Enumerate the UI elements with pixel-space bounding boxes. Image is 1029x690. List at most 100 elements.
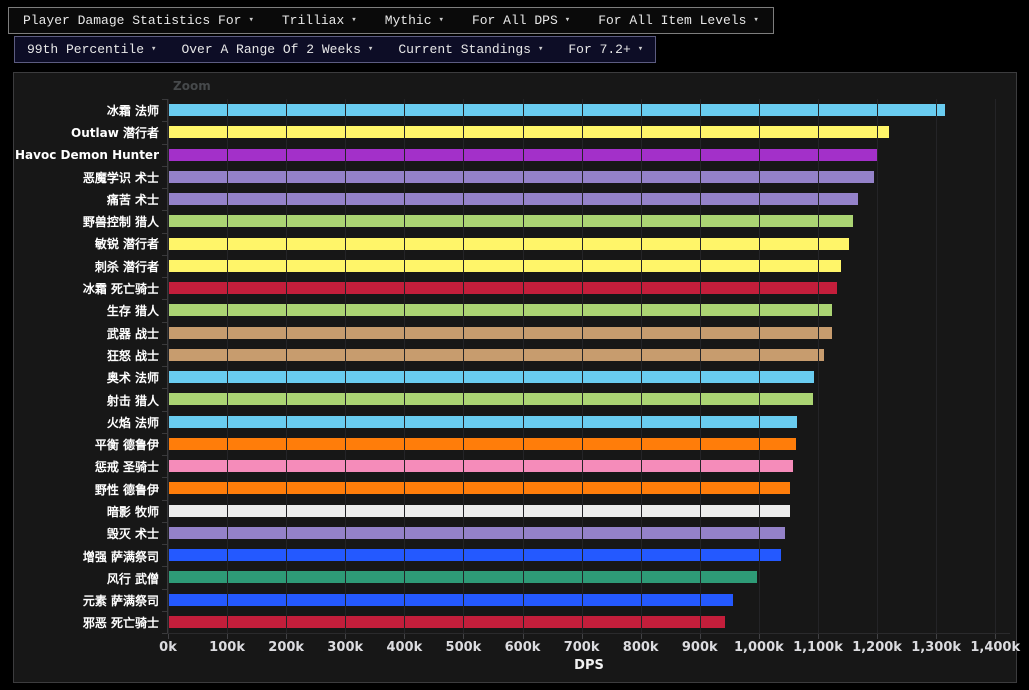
dps-bar-hunter[interactable] xyxy=(168,304,833,317)
filter-dropdown-mythic[interactable]: Mythic ▾ xyxy=(385,13,444,28)
filter-dropdown-for-all-dps[interactable]: For All DPS ▾ xyxy=(472,13,570,28)
x-tick-mark xyxy=(168,634,169,639)
dps-bar-warlock[interactable] xyxy=(168,170,874,183)
filter-dropdown-label: Player Damage Statistics For xyxy=(23,13,242,28)
bar-row xyxy=(168,277,1010,299)
bar-row xyxy=(168,455,1010,477)
gridline xyxy=(758,99,760,633)
bar-row xyxy=(168,433,1010,455)
bar-row xyxy=(168,188,1010,210)
x-tick-label: 1,300k xyxy=(911,640,962,655)
caret-down-icon: ▾ xyxy=(248,15,254,25)
gridline xyxy=(404,99,406,633)
dps-bar-rogue[interactable] xyxy=(168,237,850,250)
y-tick-mark xyxy=(162,210,167,212)
dps-bar-druid[interactable] xyxy=(168,437,796,450)
filter-dropdown-trilliax[interactable]: Trilliax ▾ xyxy=(282,13,357,28)
category-label-mage: 奥术 法师 xyxy=(106,371,159,386)
filter-toolbar-secondary: 99th Percentile ▾ Over A Range Of 2 Weeks ▾… xyxy=(14,36,657,63)
gridline xyxy=(522,99,524,633)
dps-bar-mage[interactable] xyxy=(168,104,945,117)
x-tick-mark xyxy=(877,634,879,639)
y-tick-mark xyxy=(162,299,167,301)
y-tick-mark xyxy=(162,544,167,545)
filter-dropdown-player-damage-statistics-for[interactable]: Player Damage Statistics For ▾ xyxy=(23,13,254,28)
caret-down-icon: ▾ xyxy=(438,15,444,25)
x-tick-label: 1,400k xyxy=(970,640,1021,655)
caret-down-icon: ▾ xyxy=(367,44,374,54)
y-tick-mark xyxy=(162,121,167,123)
x-tick-label: 500k xyxy=(445,640,482,655)
caret-down-icon: ▾ xyxy=(537,44,544,54)
y-tick-mark xyxy=(162,232,167,234)
y-tick-mark xyxy=(162,254,167,256)
category-labels: 冰霜 法师 Outlaw 潜行者 Havoc Demon Hunter 恶魔学识 术士… xyxy=(14,99,167,634)
category-label-rogue: 敏锐 潜行者 xyxy=(94,237,159,252)
category-label-rogue: Outlaw 潜行者 xyxy=(71,125,159,140)
plot-area xyxy=(162,99,1010,639)
category-label-hunter: 野兽控制 猎人 xyxy=(82,215,159,230)
dps-bar-warlock[interactable] xyxy=(168,193,858,206)
x-axis-title: DPS xyxy=(574,658,604,673)
category-label-warrior: 狂怒 战士 xyxy=(106,348,159,363)
bar-row xyxy=(168,500,1010,522)
filter-dropdown-for-all-item-levels[interactable]: For All Item Levels ▾ xyxy=(598,13,759,28)
bar-row xyxy=(168,299,1010,321)
gridline xyxy=(581,99,583,633)
category-label-warrior: 武器 战士 xyxy=(106,326,159,341)
dps-bar-warrior[interactable] xyxy=(168,326,832,339)
y-tick-mark xyxy=(162,610,167,612)
x-tick-label: 100k xyxy=(209,640,245,655)
category-label-druid: 平衡 德鲁伊 xyxy=(94,438,159,453)
bar-row xyxy=(168,99,1010,121)
y-tick-mark xyxy=(162,321,167,323)
dps-bar-hunter[interactable] xyxy=(168,393,813,406)
bar-row xyxy=(168,366,1010,388)
category-label-death-knight: 冰霜 死亡骑士 xyxy=(82,282,159,297)
filter-dropdown-label: Current Standings xyxy=(398,42,531,57)
dps-bar-paladin[interactable] xyxy=(168,460,793,473)
dps-bar-warlock[interactable] xyxy=(168,526,786,539)
filter-dropdown-label: For All DPS xyxy=(471,13,558,28)
x-tick-mark xyxy=(640,634,642,639)
caret-down-icon: ▾ xyxy=(637,44,644,54)
filter-dropdown-over-a-range-of-2-weeks[interactable]: Over A Range Of 2 Weeks ▾ xyxy=(181,42,373,57)
bar-row xyxy=(168,144,1010,166)
x-tick-mark xyxy=(817,634,819,639)
filter-dropdown-99th-percentile[interactable]: 99th Percentile ▾ xyxy=(27,42,156,57)
dps-bar-shaman[interactable] xyxy=(168,593,734,606)
gridline xyxy=(877,99,879,633)
filter-dropdown-for-7-2[interactable]: For 7.2+ ▾ xyxy=(568,42,643,57)
category-label-mage: 冰霜 法师 xyxy=(106,103,159,118)
gridline xyxy=(345,99,347,633)
y-tick-mark xyxy=(162,633,167,634)
dps-bar-warrior[interactable] xyxy=(168,348,825,361)
filter-dropdown-label: Mythic xyxy=(384,13,432,28)
bar-row xyxy=(168,388,1010,410)
bar-row xyxy=(168,233,1010,255)
bar-row xyxy=(168,344,1010,366)
y-tick-mark xyxy=(162,343,167,345)
dps-bar-priest[interactable] xyxy=(168,504,790,517)
dps-bar-monk[interactable] xyxy=(168,571,757,584)
bar-row xyxy=(168,611,1010,633)
dps-bar-rogue[interactable] xyxy=(168,259,841,272)
x-tick-mark xyxy=(758,634,760,639)
dps-bar-mage[interactable] xyxy=(168,371,814,384)
dps-bar-death-knight[interactable] xyxy=(168,615,726,628)
dps-bar-mage[interactable] xyxy=(168,415,797,428)
filter-dropdown-current-standings[interactable]: Current Standings ▾ xyxy=(398,42,543,57)
category-label-warlock: 恶魔学识 术士 xyxy=(82,170,159,185)
x-tick-mark xyxy=(936,634,938,639)
x-tick-label: 1,100k xyxy=(793,640,843,655)
bar-row xyxy=(168,411,1010,433)
dps-bar-death-knight[interactable] xyxy=(168,282,838,295)
dps-bar-druid[interactable] xyxy=(168,482,791,495)
gridline xyxy=(463,99,465,633)
dps-bar-shaman[interactable] xyxy=(168,549,781,562)
x-tick-mark xyxy=(345,634,347,639)
dps-bar-hunter[interactable] xyxy=(168,215,853,228)
gridline xyxy=(227,99,229,633)
dps-bar-rogue[interactable] xyxy=(168,126,890,139)
gridline xyxy=(995,99,997,633)
